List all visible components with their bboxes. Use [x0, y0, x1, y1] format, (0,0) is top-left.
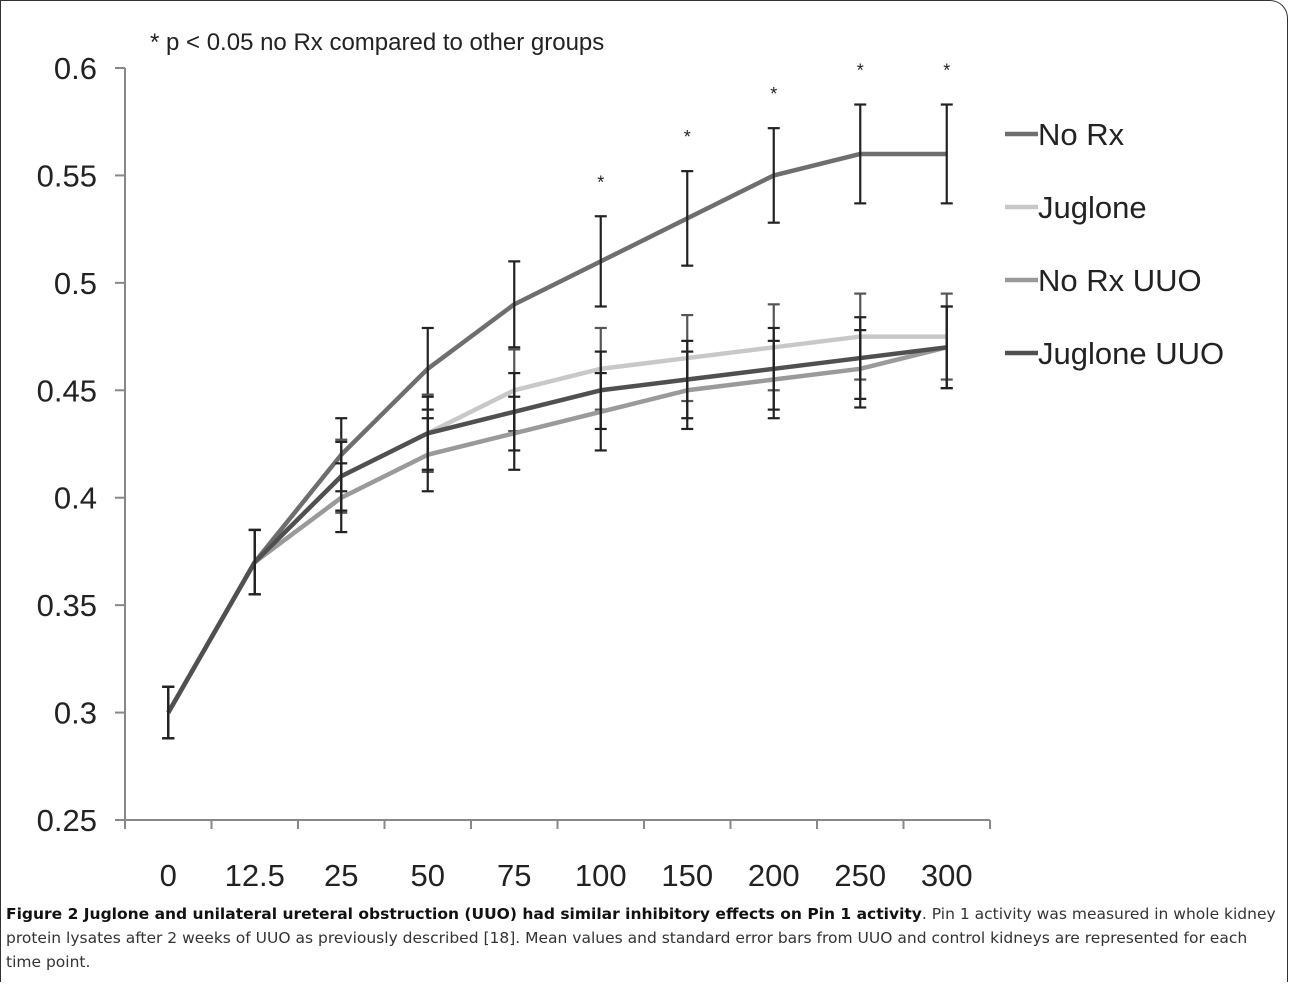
figure-caption: Figure 2 Juglone and unilateral ureteral… [6, 902, 1282, 974]
y-tick-label: 0.4 [54, 481, 97, 516]
error-bar [854, 316, 867, 400]
error-bar [681, 170, 694, 267]
line-chart: * p < 0.05 no Rx compared to other group… [37, 29, 1224, 893]
y-tick-label: 0.25 [37, 803, 97, 838]
x-tick-label: 200 [748, 858, 800, 893]
error-bar [248, 528, 261, 596]
significance-star: * [597, 172, 604, 192]
error-bar [594, 350, 607, 431]
series-layer: * * * * * [162, 61, 953, 740]
x-tick-label: 75 [497, 858, 531, 893]
caption-title: Figure 2 Juglone and unilateral ureteral… [6, 905, 922, 923]
legend-item: Juglone [1005, 190, 1147, 225]
legend-label: Juglone UUO [1038, 336, 1224, 371]
error-bar [335, 440, 348, 512]
significance-star: * [770, 84, 777, 104]
y-tick-label: 0.55 [37, 158, 97, 193]
error-bar [854, 103, 867, 205]
error-bar [594, 215, 607, 308]
y-tick-label: 0.35 [37, 588, 97, 623]
significance-star: * [684, 127, 691, 147]
legend-item: Juglone UUO [1005, 336, 1224, 371]
series-line [166, 345, 948, 714]
error-bar [940, 305, 953, 390]
series-no-rx-uuo [162, 305, 953, 740]
y-tick-label: 0.6 [54, 51, 97, 86]
x-tick-label: 100 [575, 858, 627, 893]
caption-text: . Pin 1 activity was measured in whole k… [6, 905, 1276, 971]
error-bar [767, 127, 780, 224]
legend-item: No Rx UUO [1005, 263, 1202, 298]
legend-label: Juglone [1038, 190, 1147, 225]
series-line [166, 151, 947, 714]
error-bar [940, 103, 953, 205]
significance-note: * p < 0.05 no Rx compared to other group… [150, 29, 604, 56]
y-tick-label: 0.45 [37, 373, 97, 408]
error-bar [508, 371, 521, 452]
y-tick-label: 0.3 [54, 696, 97, 731]
y-tick-label: 0.5 [54, 266, 97, 301]
legend-label: No Rx [1038, 117, 1125, 152]
error-bar [767, 326, 780, 411]
error-bar [508, 260, 521, 349]
error-bar [681, 339, 694, 420]
series-juglone-uuo [162, 305, 953, 740]
legend-item: No Rx [1005, 117, 1125, 152]
x-tick-label: 0 [160, 858, 177, 893]
series-line [166, 345, 948, 714]
x-tick-label: 25 [324, 858, 358, 893]
x-tick-label: 12.5 [225, 858, 285, 893]
x-tick-label: 250 [834, 858, 886, 893]
x-tick-label: 150 [661, 858, 713, 893]
x-tick-label: 300 [921, 858, 973, 893]
significance-star: * [857, 61, 864, 81]
x-tick-label: 50 [411, 858, 445, 893]
significance-star: * [943, 61, 950, 81]
error-bar [421, 395, 434, 471]
error-bar [162, 685, 175, 740]
legend: No Rx Juglone No Rx UUO Juglone UUO [1005, 117, 1224, 371]
chart-axes: 0.25 0.3 0.35 0.4 0.45 0.5 0.55 0.6 0 12.5 25 50 75 1… [37, 51, 991, 893]
legend-label: No Rx UUO [1038, 263, 1202, 298]
